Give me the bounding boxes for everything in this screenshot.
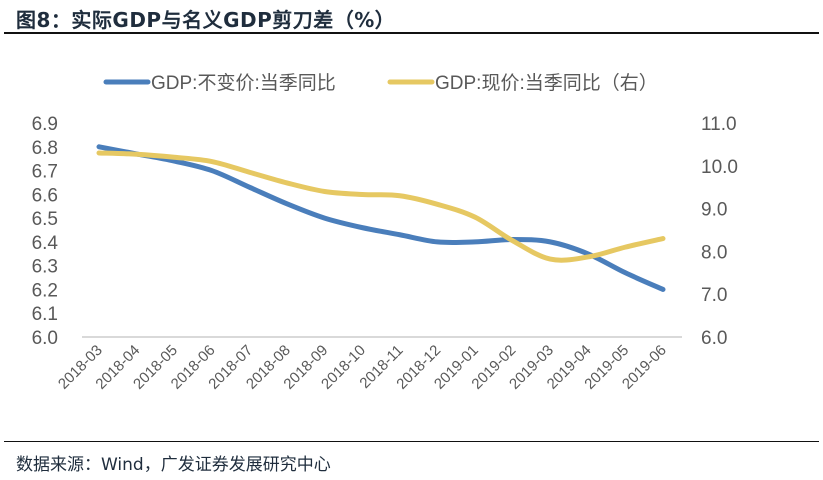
y-left-tick-label: 6.8 — [32, 138, 58, 159]
y-left-tick-label: 6.7 — [32, 162, 58, 183]
y-left-tick-label: 6.3 — [32, 257, 58, 278]
y-axis-right: 6.0 7.0 8.0 9.0 10.0 11.0 — [701, 114, 738, 349]
y-right-tick-label: 9.0 — [701, 200, 727, 221]
legend-label: GDP:不变价:当季同比 — [151, 72, 336, 94]
y-left-tick-label: 6.2 — [32, 280, 58, 301]
legend: GDP:不变价:当季同比 GDP:现价:当季同比（右） — [103, 72, 658, 94]
y-left-tick-label: 6.5 — [32, 209, 58, 230]
y-right-tick-label: 8.0 — [701, 242, 727, 263]
y-left-tick-label: 6.0 — [32, 328, 58, 349]
y-left-tick-label: 6.6 — [32, 185, 58, 206]
y-axis-left: 6.0 6.1 6.26.3 6.4 6.5 6.66.7 6.8 6.9 — [32, 114, 59, 349]
legend-label: GDP:现价:当季同比（右） — [435, 72, 658, 94]
chart-title: 图8：实际GDP与名义GDP剪刀差（%） — [16, 8, 396, 32]
y-left-tick-label: 6.1 — [32, 304, 58, 325]
y-right-tick-label: 7.0 — [701, 285, 727, 306]
y-left-tick-label: 6.4 — [32, 233, 59, 254]
series-group — [96, 144, 666, 292]
chart: GDP:不变价:当季同比 GDP:现价:当季同比（右） 6.06.16.26.36… — [32, 72, 738, 393]
y-right-tick-label: 6.0 — [701, 328, 727, 349]
y-right-tick-label: 10.0 — [701, 157, 738, 178]
source-divider — [4, 441, 819, 442]
series-line-nominal-gdp — [96, 150, 666, 263]
x-axis: 2018-032018-042018-052018-062018-072018-… — [55, 342, 670, 393]
series-line-real-gdp — [96, 144, 666, 292]
source-note: 数据来源：Wind，广发证券发展研究中心 — [16, 455, 331, 475]
y-left-tick-label: 6.9 — [32, 114, 58, 135]
title-divider — [4, 32, 819, 34]
y-right-tick-label: 11.0 — [701, 114, 737, 135]
